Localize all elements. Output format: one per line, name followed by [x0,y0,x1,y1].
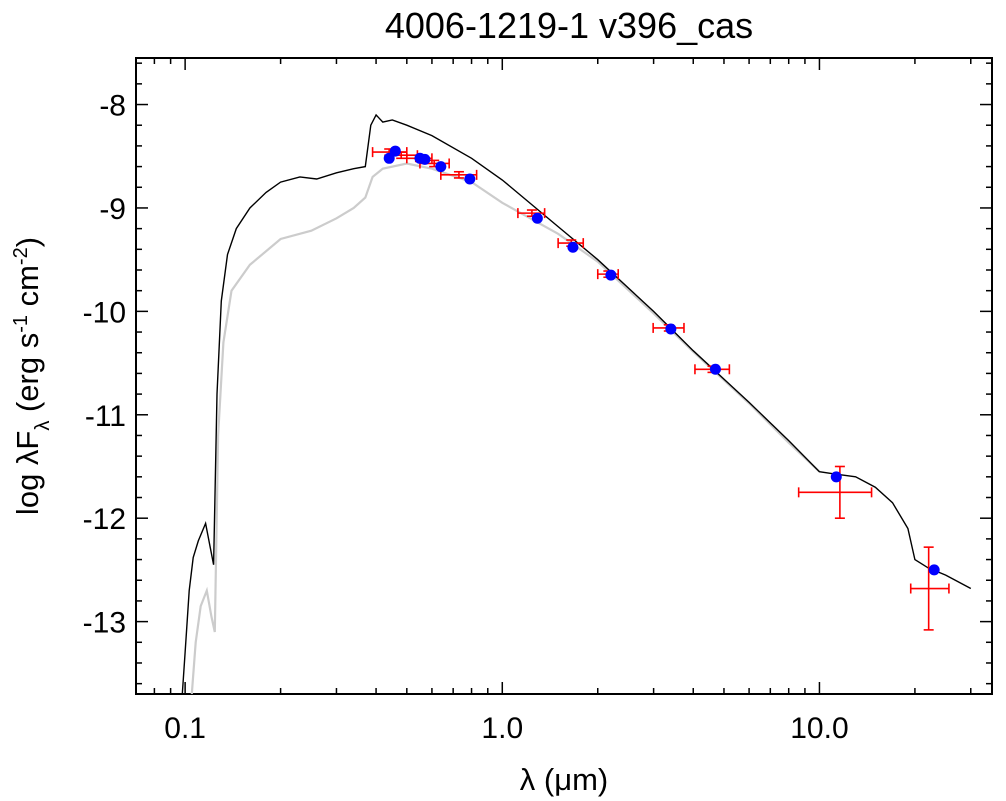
synthetic-point [389,145,401,157]
observed-points [371,147,950,631]
synthetic-points [383,145,940,576]
synthetic-point [665,323,677,335]
y-tick-label: -8 [99,90,126,123]
x-tick-label: 0.1 [164,712,206,745]
x-tick-label: 10.0 [790,712,848,745]
y-tick-label: -9 [99,193,126,226]
model-curves [181,113,972,694]
synthetic-point [383,152,395,164]
synthetic-point [928,564,940,576]
x-tick-label: 1.0 [481,712,523,745]
y-tick-label: -11 [85,400,126,433]
synthetic-point [830,471,842,483]
y-tick-label: -13 [83,607,126,640]
x-axis-label: λ (μm) [520,762,608,797]
y-tick-label: -12 [83,503,126,536]
plot-frame [135,57,993,695]
y-tick-label: -10 [83,296,126,329]
y-axis-label: log λFλ (erg s-1 cm-2) [10,237,54,515]
synthetic-point [567,241,579,253]
chart-title: 4006-1219-1 v396_cas [385,5,753,46]
model-faint-curve [190,162,821,694]
model-curve [181,113,972,694]
synthetic-point [709,363,721,375]
axis-ticks: -8 -9 -10 -11 -12 -13 0.1 1.0 10.0 [83,58,992,745]
synthetic-point [531,212,543,224]
synthetic-point [605,269,617,281]
synthetic-point [419,153,431,165]
observed-point [909,546,950,631]
synthetic-point [464,173,476,185]
synthetic-point [435,161,447,173]
